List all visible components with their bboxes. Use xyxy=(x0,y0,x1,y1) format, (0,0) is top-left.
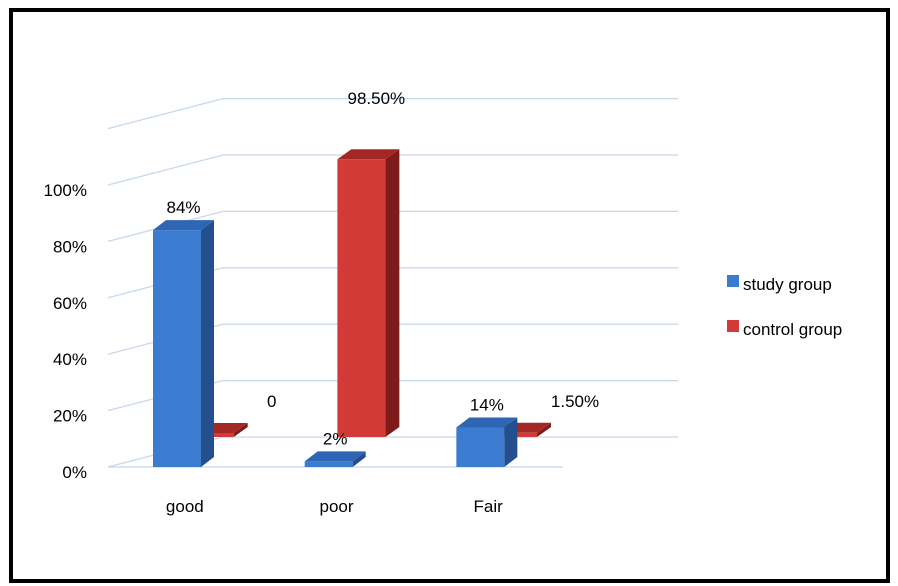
gridline xyxy=(107,379,678,412)
gridline xyxy=(107,154,678,186)
y-tick-label: 20% xyxy=(53,407,87,426)
bar-study-group xyxy=(153,220,214,467)
gridline xyxy=(107,97,678,130)
legend-swatch-study-group xyxy=(727,275,739,287)
legend-label-control-group: control group xyxy=(743,320,842,339)
legend-label-study-group: study group xyxy=(743,275,832,294)
x-category-label: good xyxy=(166,497,204,516)
y-axis-ticks: 0% 20% 40% 60% 80% 100% xyxy=(44,181,87,482)
gridline xyxy=(107,210,678,243)
bar-study-group xyxy=(304,451,366,467)
legend-swatch-control-group xyxy=(727,320,739,332)
bars xyxy=(153,149,552,467)
data-label-control-group: 0 xyxy=(267,392,276,411)
legend-item-control-group: control group xyxy=(727,320,842,339)
data-label-control-group: 1.50% xyxy=(551,392,599,411)
x-axis-categories: good poor Fair xyxy=(166,497,503,516)
bar-control-group xyxy=(337,149,400,438)
y-tick-label: 60% xyxy=(53,294,87,313)
bar-study-group xyxy=(456,417,518,467)
x-category-label: poor xyxy=(319,497,353,516)
data-label-control-group: 98.50% xyxy=(348,89,406,108)
data-label-study-group: 14% xyxy=(470,396,504,415)
gridline xyxy=(107,267,678,299)
data-label-study-group: 84% xyxy=(166,198,200,217)
gridline xyxy=(107,323,678,355)
y-tick-label: 100% xyxy=(44,181,87,200)
data-label-study-group: 2% xyxy=(323,429,348,448)
data-labels: 84% 0 2% 98.50% 14% 1.50% xyxy=(166,89,599,448)
y-tick-label: 0% xyxy=(62,463,87,482)
legend-item-study-group: study group xyxy=(727,275,832,294)
y-tick-label: 40% xyxy=(53,350,87,369)
x-category-label: Fair xyxy=(474,497,504,516)
legend: study group control group xyxy=(727,275,842,339)
y-tick-label: 80% xyxy=(53,237,87,256)
